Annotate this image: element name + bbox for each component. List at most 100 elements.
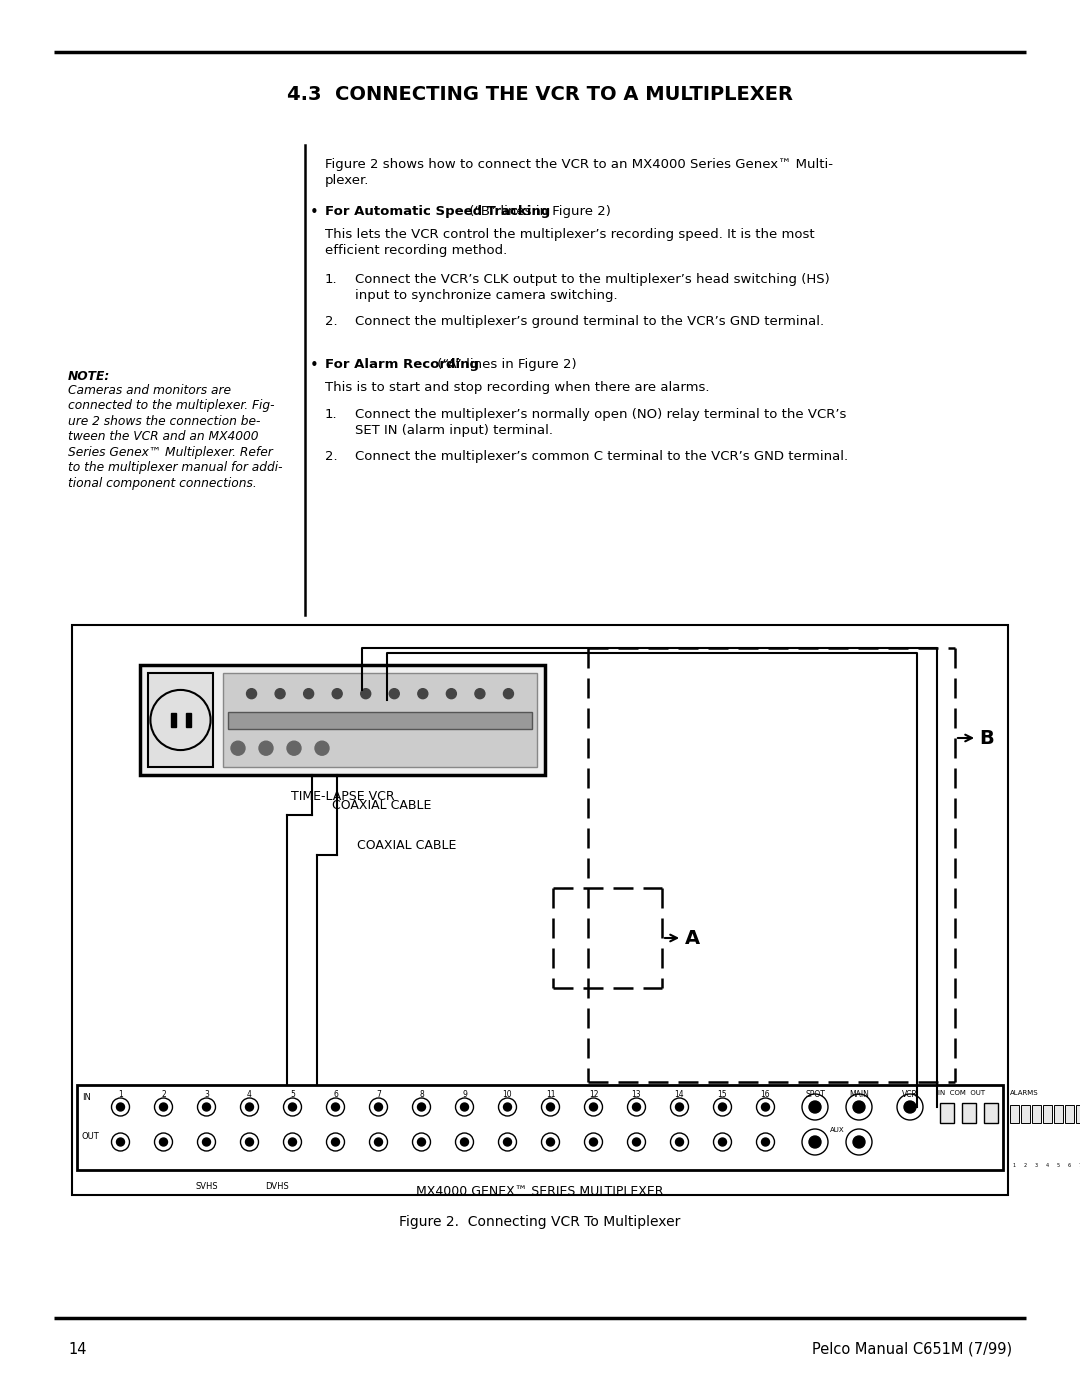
Text: This lets the VCR control the multiplexer’s recording speed. It is the most: This lets the VCR control the multiplexe… (325, 228, 814, 242)
Text: 1.: 1. (325, 408, 338, 420)
Circle shape (475, 689, 485, 698)
Circle shape (446, 689, 457, 698)
Text: 3: 3 (1035, 1162, 1038, 1168)
Bar (148, 673, 213, 767)
Text: 2: 2 (161, 1090, 166, 1099)
Text: 1: 1 (1013, 1162, 1016, 1168)
Text: NOTE:: NOTE: (68, 370, 110, 383)
Bar (962, 1104, 976, 1123)
Text: Connect the multiplexer’s normally open (NO) relay terminal to the VCR’s: Connect the multiplexer’s normally open … (355, 408, 847, 420)
Circle shape (718, 1104, 727, 1111)
Text: efficient recording method.: efficient recording method. (325, 244, 508, 257)
Circle shape (503, 1139, 512, 1146)
Circle shape (546, 1139, 554, 1146)
Circle shape (303, 689, 313, 698)
Text: 4: 4 (1045, 1162, 1049, 1168)
Text: •: • (310, 358, 319, 373)
Circle shape (418, 1104, 426, 1111)
Bar (72, 624, 1008, 1194)
Bar (222, 673, 537, 767)
Text: Connect the VCR’s CLK output to the multiplexer’s head switching (HS): Connect the VCR’s CLK output to the mult… (355, 272, 829, 286)
Text: connected to the multiplexer. Fig-: connected to the multiplexer. Fig- (68, 400, 274, 412)
Circle shape (809, 1101, 821, 1113)
Text: (“A” lines in Figure 2): (“A” lines in Figure 2) (433, 358, 577, 372)
Text: 4: 4 (247, 1090, 252, 1099)
Circle shape (503, 689, 513, 698)
Text: COAXIAL CABLE: COAXIAL CABLE (357, 840, 457, 852)
Circle shape (590, 1139, 597, 1146)
Text: SPOT: SPOT (805, 1090, 825, 1099)
Text: For Automatic Speed Tracking: For Automatic Speed Tracking (325, 205, 550, 218)
Circle shape (460, 1104, 469, 1111)
Circle shape (853, 1136, 865, 1148)
Circle shape (853, 1101, 865, 1113)
Text: 5: 5 (1057, 1162, 1061, 1168)
Circle shape (675, 1139, 684, 1146)
Text: 3: 3 (204, 1090, 208, 1099)
Bar (940, 1104, 954, 1123)
Text: Connect the multiplexer’s common C terminal to the VCR’s GND terminal.: Connect the multiplexer’s common C termi… (355, 450, 848, 462)
Text: 12: 12 (589, 1090, 598, 1099)
Circle shape (333, 689, 342, 698)
Circle shape (389, 689, 400, 698)
Text: 15: 15 (718, 1090, 727, 1099)
Text: OUT: OUT (82, 1132, 99, 1141)
Circle shape (275, 689, 285, 698)
Bar (1021, 1105, 1030, 1123)
Text: 13: 13 (632, 1090, 642, 1099)
Text: Connect the multiplexer’s ground terminal to the VCR’s GND terminal.: Connect the multiplexer’s ground termina… (355, 314, 824, 328)
Text: plexer.: plexer. (325, 175, 369, 187)
Text: 10: 10 (502, 1090, 512, 1099)
Text: IN: IN (82, 1092, 91, 1102)
Text: A: A (685, 929, 700, 947)
Text: COAXIAL CABLE: COAXIAL CABLE (332, 799, 431, 812)
Text: to the multiplexer manual for addi-: to the multiplexer manual for addi- (68, 461, 283, 475)
Text: ALARMS: ALARMS (1010, 1090, 1039, 1097)
Circle shape (675, 1104, 684, 1111)
Circle shape (160, 1139, 167, 1146)
Circle shape (332, 1104, 339, 1111)
Circle shape (332, 1139, 339, 1146)
Circle shape (761, 1104, 769, 1111)
Text: Series Genex™ Multiplexer. Refer: Series Genex™ Multiplexer. Refer (68, 446, 273, 460)
Text: SET IN (alarm input) terminal.: SET IN (alarm input) terminal. (355, 425, 553, 437)
Text: This is to start and stop recording when there are alarms.: This is to start and stop recording when… (325, 381, 710, 394)
Text: •: • (310, 205, 319, 219)
Bar (1043, 1105, 1052, 1123)
Circle shape (361, 689, 370, 698)
Circle shape (761, 1139, 769, 1146)
Circle shape (287, 742, 301, 756)
Text: tional component connections.: tional component connections. (68, 476, 257, 490)
Circle shape (288, 1104, 297, 1111)
Text: TIME-LAPSE VCR: TIME-LAPSE VCR (291, 789, 394, 803)
Circle shape (160, 1104, 167, 1111)
Circle shape (375, 1104, 382, 1111)
Text: DVHS: DVHS (265, 1182, 288, 1192)
Text: VCR: VCR (902, 1090, 918, 1099)
Circle shape (231, 742, 245, 756)
Circle shape (245, 1139, 254, 1146)
Text: tween the VCR and an MX4000: tween the VCR and an MX4000 (68, 430, 258, 443)
Text: For Alarm Recording: For Alarm Recording (325, 358, 480, 372)
Text: ure 2 shows the connection be-: ure 2 shows the connection be- (68, 415, 260, 427)
Text: IN  COM  OUT: IN COM OUT (939, 1090, 985, 1097)
Text: MAIN: MAIN (849, 1090, 869, 1099)
Text: 6: 6 (333, 1090, 338, 1099)
Circle shape (259, 742, 273, 756)
Text: SVHS: SVHS (195, 1182, 218, 1192)
Circle shape (546, 1104, 554, 1111)
Text: 9: 9 (462, 1090, 467, 1099)
Circle shape (246, 689, 257, 698)
Bar (1032, 1105, 1041, 1123)
Circle shape (418, 1139, 426, 1146)
Bar (77, 1085, 1003, 1171)
Bar (171, 712, 175, 726)
Circle shape (315, 742, 329, 756)
Circle shape (809, 1136, 821, 1148)
Text: 2.: 2. (325, 314, 338, 328)
Text: MX4000 GENEX™ SERIES MULTIPLEXER: MX4000 GENEX™ SERIES MULTIPLEXER (416, 1185, 664, 1199)
Bar (1054, 1105, 1063, 1123)
Text: B: B (980, 728, 995, 747)
Text: 8: 8 (419, 1090, 423, 1099)
Circle shape (633, 1104, 640, 1111)
